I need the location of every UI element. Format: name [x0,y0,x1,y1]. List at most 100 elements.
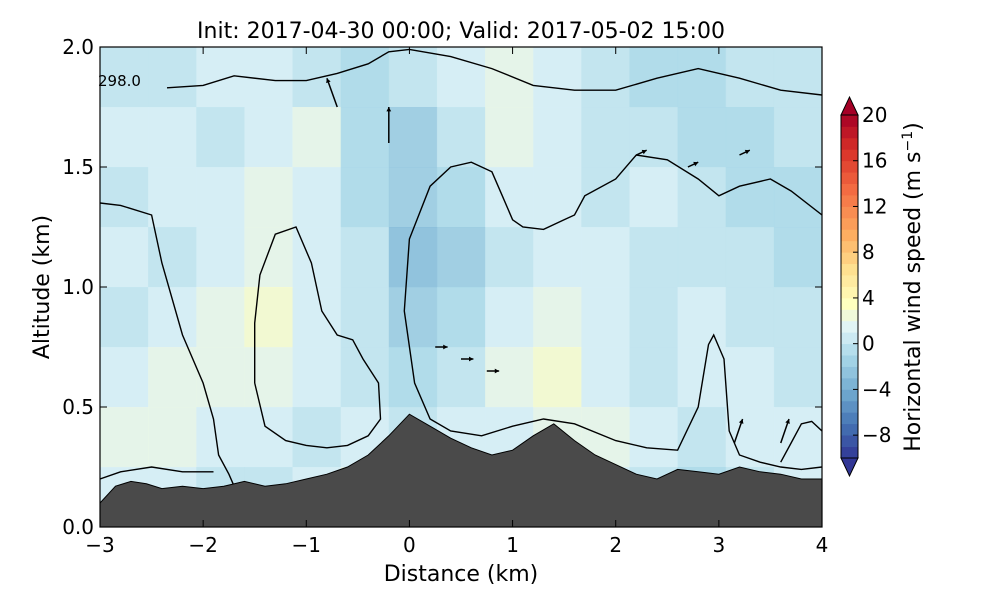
field-cell [773,347,822,408]
y-axis-label: Altitude (km) [30,215,55,359]
colorbar-band [841,172,858,184]
field-cell [533,107,582,168]
colorbar-band [841,286,858,299]
field-cell [677,347,727,408]
field-cell [340,107,390,168]
colorbar-band [841,217,858,230]
field-cell [533,287,582,348]
field-cell [485,47,534,108]
field-cell [725,227,775,288]
field-cell [100,227,149,288]
field-cell [100,167,149,228]
field-cell [581,107,630,168]
colorbar-band [841,149,858,162]
colorbar-band [841,332,858,345]
colorbar-tick-label: −4 [862,377,891,401]
x-tick-label: 3 [712,533,725,557]
colorbar-band [841,275,858,287]
field-cell [292,347,342,408]
field-cell [148,227,197,288]
field-cell [677,407,727,468]
contour-label: 298.0 [98,72,141,90]
field-cell [485,167,534,228]
field-cell [629,347,679,408]
field-cell [436,167,486,228]
x-axis-label: Distance (km) [384,562,539,587]
colorbar-label-text: Horizontal wind speed (m s [901,151,926,451]
x-tick-label: 4 [816,533,829,557]
colorbar-tick-label: 20 [862,103,887,127]
colorbar-band [841,263,858,276]
field-cell [436,287,486,348]
field-cell [340,167,390,228]
field-cell [677,287,727,348]
colorbar-band [841,377,858,390]
field-cell [773,47,822,108]
field-cell [773,407,822,468]
y-tick-label: 2.0 [62,35,94,59]
field-cell [485,347,534,408]
x-tick-label: 2 [609,533,622,557]
y-tick-label: 1.5 [62,155,94,179]
field-cell [581,47,630,108]
field-cell [148,47,197,108]
field-cell [100,407,149,468]
field-cell [533,347,582,408]
colorbar-band [841,206,858,219]
wind-vectors [326,77,790,444]
field-cell [340,47,390,108]
chart-title: Init: 2017-04-30 00:00; Valid: 2017-05-0… [197,19,725,44]
colorbar-band [841,240,858,253]
colorbar-frame [840,114,859,459]
field-cell [340,227,390,288]
plot-area: 298.0 [98,46,823,528]
field-cell [244,107,294,168]
field-cell [485,227,534,288]
y-tick-label: 0.5 [62,395,94,419]
field-cell [629,47,679,108]
colorbar-tick-label: 0 [862,332,875,356]
colorbar-band [841,343,858,356]
field-cell [340,287,390,348]
colorbar-band [841,183,858,196]
field-cell [388,107,438,168]
field-cell [292,167,342,228]
colorbar-band [841,126,858,139]
colorbar-tick-label: 4 [862,286,875,310]
field-cell [244,227,294,288]
field-cell [388,47,438,108]
field-cell [581,347,630,408]
field-cell [773,167,822,228]
colorbar-tick-label: 16 [862,149,887,173]
colorbar-extend-max [840,95,859,116]
wind-vector [739,149,751,156]
field-cell [581,227,630,288]
field-cell [340,347,390,408]
theta-contour [780,420,822,463]
field-cell [244,347,294,408]
wind-vector [687,161,699,168]
field-cell [196,347,245,408]
field-cell [100,47,149,108]
theta-contour [100,466,214,480]
field-cell [196,47,245,108]
colorbar-band [841,423,858,436]
field-cell [292,287,342,348]
y-tick-label: 0.0 [62,515,94,539]
field-cell [100,287,149,348]
colorbar-tick-label: −8 [862,423,891,447]
theta-contours [100,48,822,487]
theta-contour [254,226,382,449]
field-cell [773,227,822,288]
x-tick-label: 1 [506,533,519,557]
field-cell [629,407,679,468]
field-cell [148,407,197,468]
field-cell [677,107,727,168]
field-cell [196,107,245,168]
x-tick-label: −1 [292,533,321,557]
x-tick-label: 0 [403,533,416,557]
field-cell [629,287,679,348]
colorbar-band [841,309,858,322]
field-cell [292,407,342,468]
